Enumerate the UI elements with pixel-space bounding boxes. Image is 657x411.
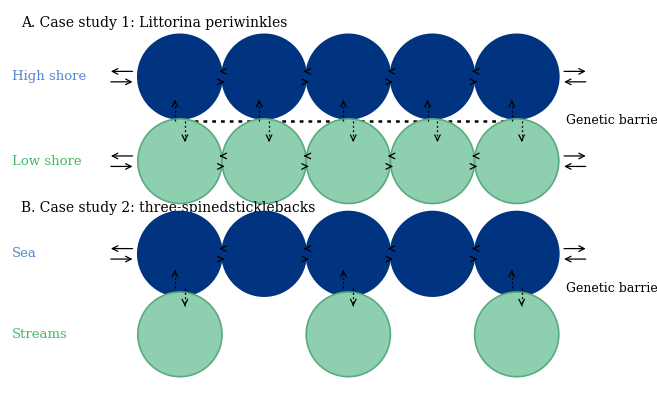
Text: Low shore: Low shore [12,155,81,168]
Text: B. Case study 2: three-spinedsticklebacks: B. Case study 2: three-spinedstickleback… [22,201,316,215]
Ellipse shape [474,119,559,203]
Ellipse shape [390,212,474,296]
Text: Genetic barrier: Genetic barrier [566,114,657,127]
Ellipse shape [306,212,390,296]
Ellipse shape [222,34,306,119]
Ellipse shape [390,34,474,119]
Ellipse shape [306,292,390,376]
Ellipse shape [222,119,306,203]
Ellipse shape [138,119,222,203]
Text: Sea: Sea [12,247,36,260]
Ellipse shape [474,34,559,119]
Ellipse shape [306,119,390,203]
Text: A. Case study 1: Littorina periwinkles: A. Case study 1: Littorina periwinkles [22,16,288,30]
Ellipse shape [222,212,306,296]
Ellipse shape [138,292,222,376]
Ellipse shape [390,119,474,203]
Text: Streams: Streams [12,328,67,341]
Ellipse shape [474,212,559,296]
Ellipse shape [306,34,390,119]
Text: High shore: High shore [12,70,86,83]
Ellipse shape [138,34,222,119]
Ellipse shape [138,212,222,296]
Text: Genetic barriers: Genetic barriers [566,282,657,295]
Ellipse shape [474,292,559,376]
